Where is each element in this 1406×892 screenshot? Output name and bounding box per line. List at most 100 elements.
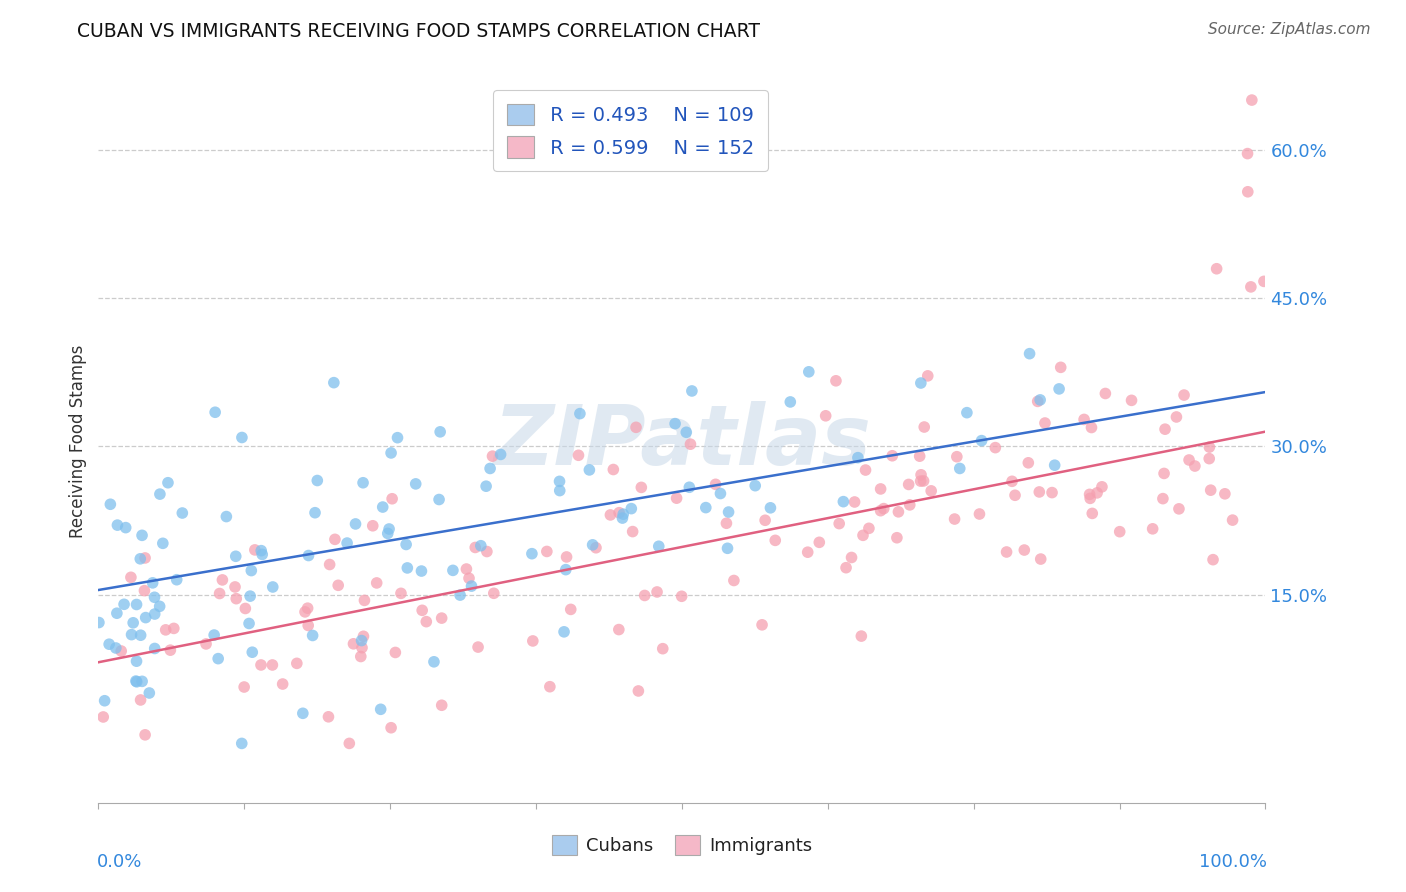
Point [912,420,935,434]
Point [1028,485,1050,500]
Point [291,706,314,721]
Point [627,684,650,698]
Point [886,531,908,545]
Point [104,640,127,655]
Point [129,551,152,566]
Point [143,591,166,605]
Point [943,512,966,526]
Point [538,680,561,694]
Point [149,487,172,501]
Point [328,578,350,592]
Point [131,528,153,542]
Point [754,513,776,527]
Point [384,645,406,659]
Point [297,601,319,615]
Point [1173,388,1195,402]
Point [898,498,921,512]
Point [318,558,340,572]
Point [645,585,668,599]
Point [716,516,738,531]
Text: CUBAN VS IMMIGRANTS RECEIVING FOOD STAMPS CORRELATION CHART: CUBAN VS IMMIGRANTS RECEIVING FOOD STAMP… [77,22,761,41]
Point [620,501,643,516]
Point [415,615,437,629]
Point [825,374,848,388]
Point [211,573,233,587]
Point [1094,386,1116,401]
Point [585,541,607,555]
Point [548,483,571,498]
Point [970,434,993,448]
Point [370,702,392,716]
Point [142,575,165,590]
Point [208,586,231,600]
Point [560,602,582,616]
Point [114,520,136,534]
Point [224,580,246,594]
Point [110,644,132,658]
Point [1049,360,1071,375]
Point [166,573,188,587]
Point [630,480,652,494]
Point [1236,146,1258,161]
Point [427,492,450,507]
Point [910,376,932,390]
Point [1213,487,1236,501]
Point [1033,416,1056,430]
Point [135,610,157,624]
Point [1240,280,1263,294]
Point [195,637,218,651]
Point [1078,491,1101,506]
Point [464,541,486,555]
Point [131,674,153,689]
Point [231,430,253,444]
Point [1080,420,1102,434]
Point [1121,393,1143,408]
Point [233,680,256,694]
Point [681,384,703,398]
Point [984,441,1007,455]
Point [458,571,481,585]
Point [1184,458,1206,473]
Point [352,475,374,490]
Point [675,425,697,440]
Point [225,591,247,606]
Point [946,450,969,464]
Point [207,651,229,665]
Point [759,500,782,515]
Point [371,500,394,514]
Point [98,497,121,511]
Point [129,628,152,642]
Point [624,420,647,434]
Point [679,437,702,451]
Point [238,616,260,631]
Point [361,518,384,533]
Point [779,395,801,409]
Point [1018,346,1040,360]
Point [489,447,512,461]
Point [125,654,148,668]
Point [294,605,316,619]
Point [449,588,471,602]
Point [250,657,273,672]
Point [763,533,786,548]
Point [239,589,262,603]
Point [797,365,820,379]
Point [897,477,920,491]
Point [271,677,294,691]
Point [353,593,375,607]
Point [143,607,166,621]
Point [1152,491,1174,506]
Point [1198,440,1220,454]
Point [380,446,402,460]
Point [243,542,266,557]
Point [536,544,558,558]
Point [121,627,143,641]
Point [387,431,409,445]
Point [107,518,129,533]
Point [869,482,891,496]
Point [250,543,273,558]
Point [835,560,858,574]
Point [1081,507,1104,521]
Point [969,507,991,521]
Point [553,624,575,639]
